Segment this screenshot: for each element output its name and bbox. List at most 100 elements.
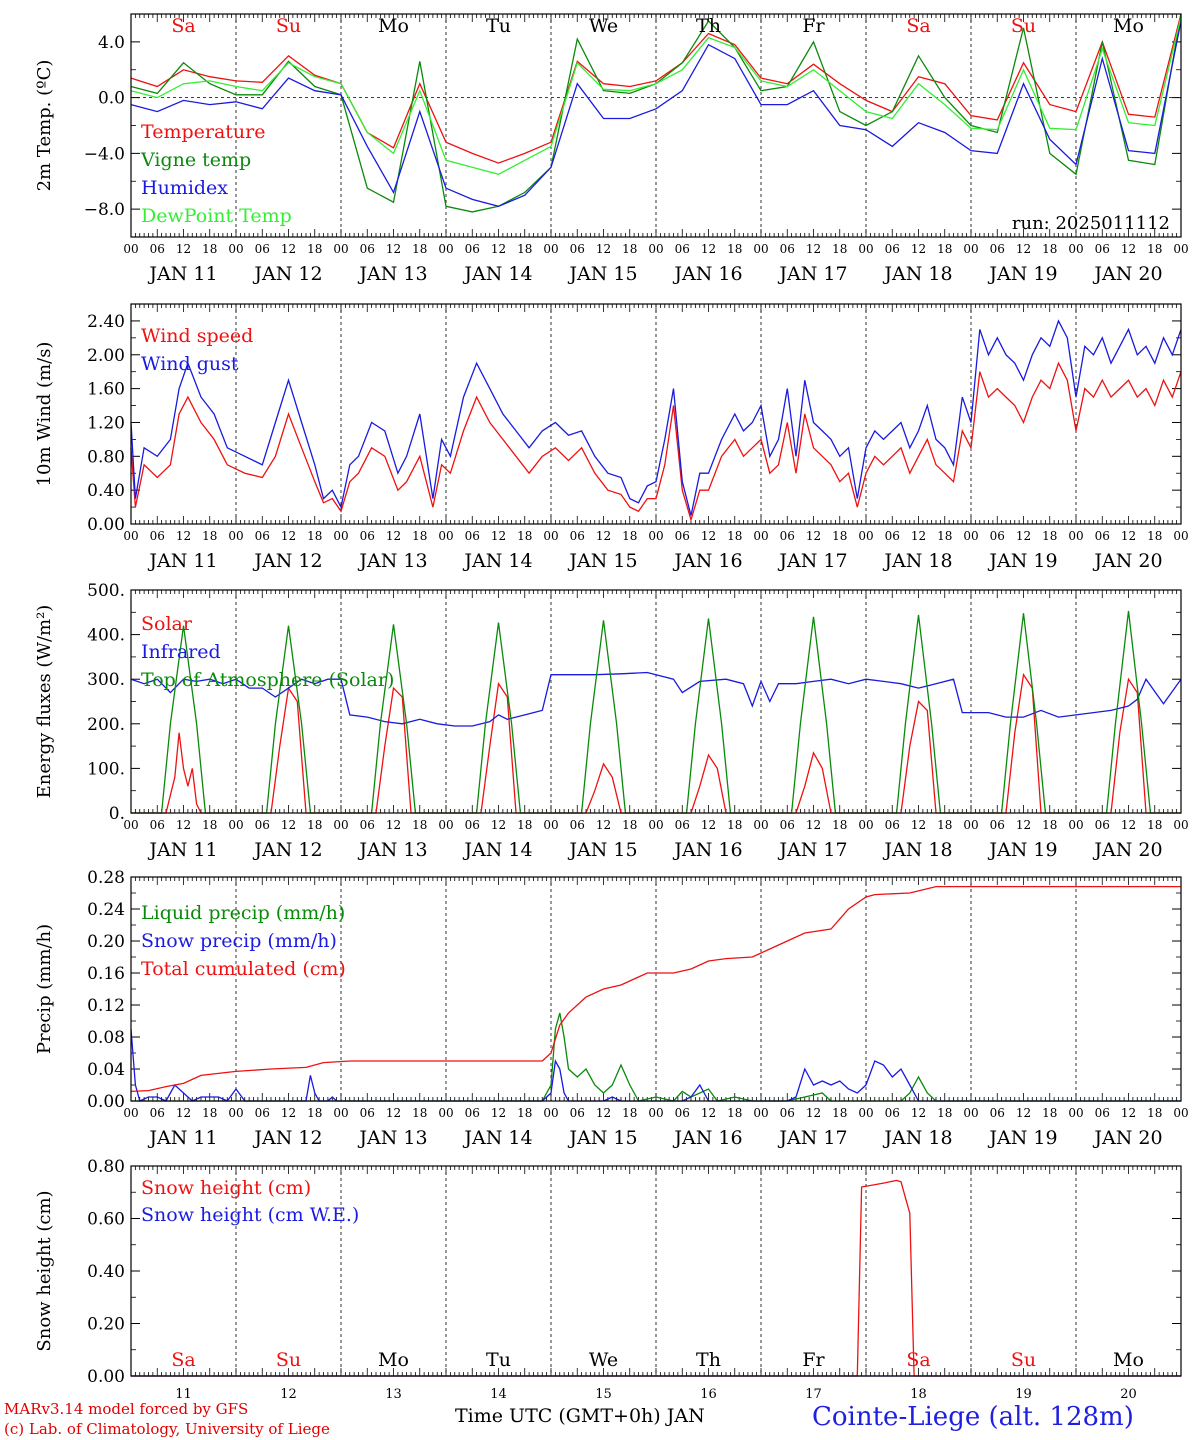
x-hour-tick-label: 12 bbox=[806, 529, 821, 543]
y-tick-label: 0.0 bbox=[98, 89, 125, 109]
x-date-label: JAN 15 bbox=[567, 1127, 637, 1149]
x-date-label: JAN 15 bbox=[567, 263, 637, 285]
x-hour-tick-label: 18 bbox=[1042, 818, 1057, 832]
x-date-label: JAN 17 bbox=[777, 263, 847, 285]
x-hour-tick-label: 06 bbox=[570, 1106, 585, 1120]
x-date-label: JAN 15 bbox=[567, 550, 637, 572]
legend-entry: Liquid precip (mm/h) bbox=[141, 902, 345, 924]
x-hour-tick-label: 18 bbox=[622, 242, 637, 256]
x-hour-tick-label: 12 bbox=[806, 818, 821, 832]
x-date-label: JAN 20 bbox=[1092, 263, 1162, 285]
x-hour-tick-label: 00 bbox=[123, 818, 138, 832]
weekday-label: Mo bbox=[1113, 15, 1144, 37]
x-hour-tick-label: 12 bbox=[176, 818, 191, 832]
y-tick-label: 0. bbox=[109, 804, 125, 824]
x-date-label: JAN 17 bbox=[777, 550, 847, 572]
x-hour-tick-label: 12 bbox=[386, 529, 401, 543]
x-date-label: JAN 17 bbox=[777, 1127, 847, 1149]
x-hour-tick-label: 06 bbox=[1095, 242, 1110, 256]
weekday-label: Sa bbox=[171, 1349, 195, 1371]
y-tick-label: 0.80 bbox=[87, 1157, 125, 1177]
x-hour-tick-label: 00 bbox=[858, 529, 873, 543]
legend-entry: Top of Atmosphere (Solar) bbox=[141, 669, 394, 691]
x-hour-tick-label: 00 bbox=[333, 242, 348, 256]
x-hour-tick-label: 18 bbox=[832, 818, 847, 832]
x-hour-tick-label: 06 bbox=[885, 242, 900, 256]
x-date-label: JAN 12 bbox=[252, 263, 322, 285]
x-hour-tick-label: 00 bbox=[1173, 818, 1188, 832]
x-hour-tick-label: 00 bbox=[123, 529, 138, 543]
x-hour-tick-label: 12 bbox=[806, 1106, 821, 1120]
y-tick-label: 0.20 bbox=[87, 1315, 125, 1335]
x-hour-tick-label: 12 bbox=[281, 529, 296, 543]
x-hour-tick-label: 06 bbox=[360, 1106, 375, 1120]
x-date-label: JAN 11 bbox=[147, 550, 217, 572]
x-hour-tick-label: 00 bbox=[963, 818, 978, 832]
y-axis-label: Precip (mm/h) bbox=[34, 924, 55, 1054]
station-label: Cointe-Liege (alt. 128m) bbox=[812, 1402, 1134, 1432]
x-hour-tick-label: 00 bbox=[1068, 529, 1083, 543]
x-hour-tick-label: 00 bbox=[543, 818, 558, 832]
x-date-label: JAN 14 bbox=[462, 263, 532, 285]
lab-credit-line: (c) Lab. of Climatology, University of L… bbox=[4, 1420, 330, 1438]
series-line-total-cumulated-cm- bbox=[130, 885, 1181, 1093]
x-hour-tick-label: 12 bbox=[1121, 818, 1136, 832]
x-hour-tick-label: 12 bbox=[701, 242, 716, 256]
x-hour-tick-label: 06 bbox=[1095, 1106, 1110, 1120]
weekday-label: Tu bbox=[486, 1349, 511, 1371]
plot-frame bbox=[130, 1165, 1182, 1377]
x-hour-tick-label: 12 bbox=[911, 529, 926, 543]
day-number-label: 11 bbox=[175, 1387, 192, 1402]
weekday-label: Sa bbox=[906, 1349, 930, 1371]
x-hour-tick-label: 06 bbox=[360, 818, 375, 832]
weekday-label: Mo bbox=[378, 1349, 409, 1371]
x-hour-tick-label: 06 bbox=[990, 529, 1005, 543]
x-hour-tick-label: 18 bbox=[622, 529, 637, 543]
chart-panel-energy: 0. 100. 200. 300. 400. 500. Energy fluxes (W/m… bbox=[34, 581, 1189, 861]
x-hour-tick-label: 06 bbox=[780, 1106, 795, 1120]
series-line-temperature bbox=[130, 13, 1182, 164]
x-hour-tick-label: 06 bbox=[465, 818, 480, 832]
x-hour-tick-label: 12 bbox=[701, 529, 716, 543]
x-hour-tick-label: 00 bbox=[438, 818, 453, 832]
y-tick-label: 500. bbox=[87, 581, 125, 601]
day-number-label: 15 bbox=[595, 1387, 612, 1402]
x-hour-tick-label: 12 bbox=[596, 1106, 611, 1120]
x-hour-tick-label: 12 bbox=[176, 529, 191, 543]
x-hour-tick-label: 12 bbox=[701, 818, 716, 832]
y-tick-label: 2.00 bbox=[87, 346, 125, 366]
x-hour-tick-label: 18 bbox=[517, 242, 532, 256]
legend-entry: Temperature bbox=[141, 121, 265, 143]
y-tick-label: 0.00 bbox=[87, 515, 125, 535]
x-hour-tick-label: 06 bbox=[255, 1106, 270, 1120]
day-number-label: 17 bbox=[805, 1387, 822, 1402]
x-hour-tick-label: 18 bbox=[202, 1106, 217, 1120]
day-number-label: 20 bbox=[1120, 1387, 1137, 1402]
x-hour-tick-label: 00 bbox=[648, 1106, 663, 1120]
x-date-label: JAN 16 bbox=[672, 1127, 742, 1149]
y-tick-label: 100. bbox=[87, 759, 125, 779]
weekday-label: Su bbox=[1011, 15, 1036, 37]
day-number-label: 14 bbox=[490, 1387, 507, 1402]
x-hour-tick-label: 18 bbox=[307, 1106, 322, 1120]
x-hour-tick-label: 06 bbox=[990, 242, 1005, 256]
x-hour-tick-label: 18 bbox=[727, 1106, 742, 1120]
x-hour-tick-label: 06 bbox=[150, 818, 165, 832]
x-date-label: JAN 17 bbox=[777, 839, 847, 861]
legend-entry: Humidex bbox=[141, 177, 228, 199]
x-hour-tick-label: 06 bbox=[1095, 818, 1110, 832]
x-date-label: JAN 18 bbox=[882, 263, 952, 285]
y-tick-label: −4.0 bbox=[84, 144, 125, 164]
x-hour-tick-label: 06 bbox=[675, 818, 690, 832]
x-date-label: JAN 16 bbox=[672, 263, 742, 285]
x-hour-tick-label: 00 bbox=[1173, 529, 1188, 543]
x-hour-tick-label: 00 bbox=[1068, 1106, 1083, 1120]
x-hour-tick-label: 18 bbox=[307, 242, 322, 256]
x-hour-tick-label: 18 bbox=[727, 818, 742, 832]
x-hour-tick-label: 12 bbox=[911, 242, 926, 256]
x-hour-tick-label: 12 bbox=[1016, 529, 1031, 543]
series-line-snow-precip-mm-h- bbox=[130, 1028, 1181, 1102]
x-hour-tick-label: 00 bbox=[753, 1106, 768, 1120]
plot-frame bbox=[130, 13, 1182, 238]
x-hour-tick-label: 00 bbox=[753, 818, 768, 832]
